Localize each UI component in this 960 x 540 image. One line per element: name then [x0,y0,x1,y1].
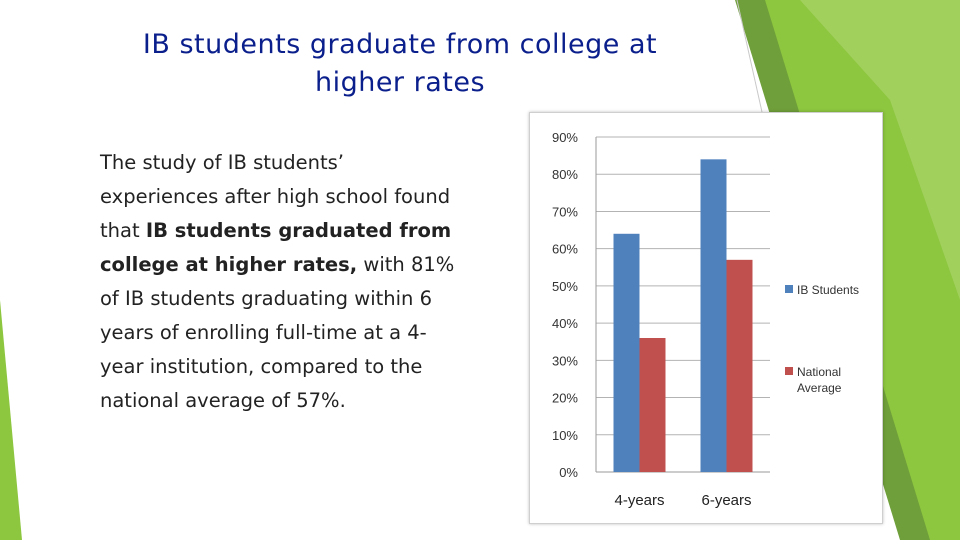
slide-title: IB students graduate from college at hig… [40,26,760,102]
legend-label: National [797,365,841,379]
y-tick-label: 50% [552,279,578,294]
bar [613,233,640,472]
y-tick-label: 0% [559,465,578,480]
title-line-2: higher rates [314,67,486,98]
y-tick-label: 40% [552,316,578,331]
bar-chart: 0% 10% 20% 30% 40% 50% 60% 70% 80% 90% 4-years 6-ye… [552,130,859,509]
legend-swatch [785,367,793,375]
title-line-1: IB students graduate from college at [142,29,658,60]
legend-label: IB Students [797,283,859,297]
y-tick-label: 90% [552,130,578,145]
green-accent-right-pale [800,0,960,300]
body-paragraph: The study of IB students’ experiences af… [100,146,460,418]
y-tick-label: 80% [552,167,578,182]
green-accent-left [0,300,22,540]
y-tick-label: 60% [552,242,578,257]
x-tick-label: 6-years [701,492,751,509]
bar [700,159,727,473]
legend-swatch [785,285,793,293]
y-tick-label: 20% [552,391,578,406]
accent-line [736,0,763,113]
bar [639,338,666,472]
bar [726,259,753,472]
body-text-part-2: with 81% of IB students graduating withi… [100,253,455,412]
y-tick-label: 70% [552,204,578,219]
body-text-bold: IB students graduated from college at hi… [100,219,452,276]
y-tick-label: 10% [552,428,578,443]
chart-panel: 0% 10% 20% 30% 40% 50% 60% 70% 80% 90% 4-years 6-ye… [529,112,883,524]
y-tick-label: 30% [552,353,578,368]
x-tick-label: 4-years [614,492,664,509]
legend-label: Average [797,381,842,395]
body-text-part-1: The study of IB students’ experiences af… [100,151,451,242]
